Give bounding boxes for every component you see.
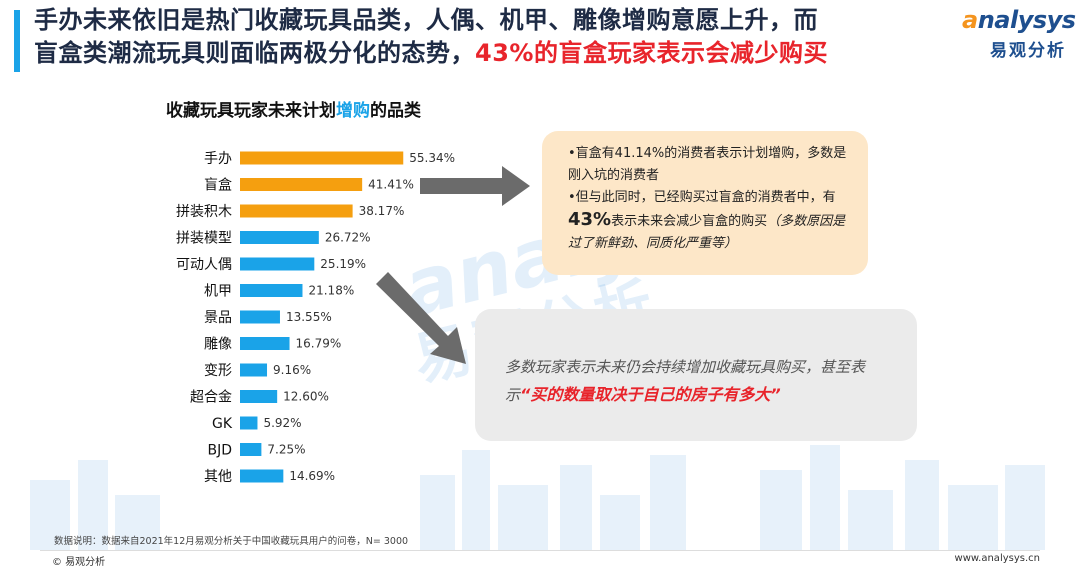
headline-line2: 盲盒类潮流玩具则面临两极分化的态势，43%的盲盒玩家表示会减少购买 [34, 37, 954, 70]
value-label: 21.18% [308, 284, 354, 298]
value-label: 12.60% [283, 390, 329, 404]
bar [240, 151, 404, 165]
blindbox-note: •盲盒有41.14%的消费者表示计划增购，多数是刚入坑的消费者 •但与此同时，已… [542, 131, 868, 275]
summary-note-text: 多数玩家表示未来仍会持续增加收藏玩具购买，甚至表示 [505, 358, 866, 404]
logo-letters: nalysys [977, 6, 1076, 34]
chart-title-highlight: 增购 [336, 101, 370, 121]
logo-chinese: 易观分析 [990, 41, 1066, 61]
headline: 手办未来依旧是热门收藏玩具品类，人偶、机甲、雕像增购意愿上升，而 盲盒类潮流玩具… [34, 4, 954, 70]
value-label: 41.41% [368, 178, 414, 192]
blindbox-note-p2-a: •但与此同时，已经购买过盲盒的消费者中，有 [568, 190, 836, 205]
analysys-logo: analysys 易观分析 [962, 6, 1076, 66]
value-label: 38.17% [359, 204, 405, 218]
category-label: 拼装模型 [176, 231, 232, 247]
category-label: 雕像 [204, 337, 232, 353]
arrows [376, 166, 530, 364]
bar [240, 469, 284, 483]
chart-title-post: 的品类 [370, 101, 421, 121]
category-label: 拼装积木 [176, 204, 232, 220]
value-label: 9.16% [273, 363, 311, 377]
bar [240, 390, 278, 403]
logo-letter-a: a [962, 6, 978, 34]
arrow-to-blindbox-note [420, 166, 530, 206]
bar [240, 416, 258, 430]
category-label: 变形 [204, 363, 232, 379]
category-label: 其他 [204, 469, 232, 485]
headline-line1: 手办未来依旧是热门收藏玩具品类，人偶、机甲、雕像增购意愿上升，而 [34, 6, 818, 34]
headline-accent-bar [14, 10, 20, 72]
value-label: 5.92% [263, 416, 301, 430]
category-label: 盲盒 [204, 177, 232, 194]
category-label: 超合金 [190, 390, 232, 406]
value-label: 14.69% [289, 469, 335, 483]
category-label: 手办 [204, 151, 232, 167]
blindbox-note-p2-b: 表示未来会减少盲盒的购买 [611, 214, 768, 229]
chart-title: 收藏玩具玩家未来计划增购的品类 [166, 96, 421, 121]
bar [240, 337, 290, 350]
bar [240, 178, 363, 191]
value-label: 25.19% [320, 257, 366, 271]
headline-line2-highlight: 43%的盲盒玩家表示会减少购买 [475, 39, 828, 67]
category-label: 可动人偶 [176, 257, 232, 273]
headline-line2-start: 盲盒类潮流玩具则面临两极分化的态势， [34, 39, 475, 67]
website-url: www.analysys.cn [954, 553, 1040, 564]
blindbox-note-reason: （多数原因是过了新鲜劲、同质化严重等） [568, 214, 846, 251]
footer-divider [40, 550, 1040, 551]
category-label: 景品 [204, 310, 232, 326]
bar [240, 231, 319, 244]
bar [240, 204, 353, 218]
category-label: 机甲 [204, 284, 232, 300]
category-label: BJD [207, 443, 232, 459]
summary-note: 多数玩家表示未来仍会持续增加收藏玩具购买，甚至表示“买的数量取决于自己的房子有多… [475, 309, 917, 441]
value-label: 55.34% [409, 151, 455, 165]
city-skyline-background [30, 445, 1045, 550]
value-label: 16.79% [296, 337, 342, 351]
blindbox-note-percent: 43% [568, 209, 612, 230]
arrow-to-summary-note [376, 272, 466, 364]
bar [240, 310, 280, 324]
source-note: 数据说明：数据来自2021年12月易观分析关于中国收藏玩具用户的问卷，N= 30… [54, 536, 409, 547]
category-label: GK [212, 416, 233, 432]
value-label: 13.55% [286, 310, 332, 324]
blindbox-note-p1: •盲盒有41.14%的消费者表示计划增购，多数是刚入坑的消费者 [568, 146, 847, 183]
logo-word: analysys [962, 6, 1076, 34]
bar [240, 257, 315, 271]
summary-note-quote: “买的数量取决于自己的房子有多大” [520, 385, 781, 404]
copyright: © 易观分析 [52, 557, 106, 568]
value-label: 26.72% [325, 231, 371, 245]
chart-title-pre: 收藏玩具玩家未来计划 [166, 101, 336, 121]
blindbox-note-p2: •但与此同时，已经购买过盲盒的消费者中，有 43%表示未来会减少盲盒的购买（多数原… [568, 187, 850, 255]
bar [240, 284, 303, 297]
value-label: 7.25% [267, 443, 305, 457]
bar [240, 443, 262, 456]
bar [240, 363, 268, 377]
